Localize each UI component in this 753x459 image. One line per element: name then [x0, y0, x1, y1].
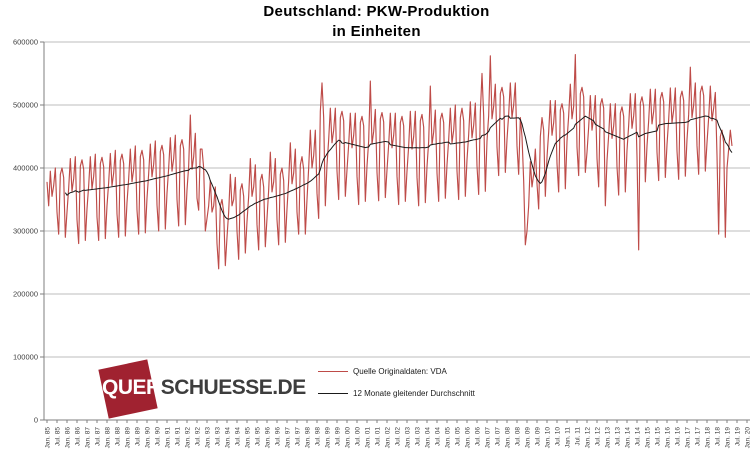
- chart-legend: Quelle Originaldaten: VDA 12 Monate glei…: [318, 367, 475, 398]
- x-axis-label: Jul. 00: [354, 427, 361, 447]
- logo-text-schuesse: SCHUESSE.DE: [160, 376, 307, 399]
- series-line-moving-average: [64, 115, 733, 220]
- x-axis-label: Jan. 09: [524, 427, 531, 449]
- x-axis-label: Jul. 11: [574, 427, 581, 446]
- x-axis-label: Jul. 96: [274, 427, 281, 447]
- x-axis-label: Jan. 94: [224, 427, 231, 449]
- x-axis-label: Jan. 07: [484, 427, 491, 449]
- x-axis-label: Jul. 87: [94, 427, 101, 447]
- x-axis-label: Jan. 13: [604, 427, 611, 449]
- x-axis-label: Jul. 16: [674, 427, 681, 447]
- x-axis-label: Jan. 99: [324, 427, 331, 449]
- x-axis-label: Jul. 02: [394, 427, 401, 447]
- x-axis-label: Jan. 18: [704, 427, 711, 449]
- x-axis-label: Jan. 06: [464, 427, 471, 449]
- x-axis-label: Jan. 88: [104, 427, 111, 449]
- x-axis-label: Jul. 06: [474, 427, 481, 447]
- x-axis-label: Jan. 20: [744, 427, 751, 449]
- x-axis-label: Jan. 91: [164, 427, 171, 449]
- y-axis-label: 100000: [13, 353, 38, 362]
- x-axis-label: Jul. 86: [74, 427, 81, 447]
- x-axis-label: Jan. 86: [64, 427, 71, 449]
- x-axis-label: Jul. 10: [554, 427, 561, 447]
- legend-row-average: 12 Monate gleitender Durchschnitt: [318, 389, 475, 398]
- x-axis-label: Jul. 04: [434, 427, 441, 447]
- x-axis-label: Jan. 87: [84, 427, 91, 449]
- x-axis-label: Jan. 90: [144, 427, 151, 449]
- x-axis-label: Jul. 12: [594, 427, 601, 447]
- x-axis-label: Jan. 00: [344, 427, 351, 449]
- y-axis-label: 500000: [13, 101, 38, 110]
- x-axis-label: Jul. 14: [634, 427, 641, 447]
- x-axis-label: Jan. 15: [644, 427, 651, 449]
- x-axis-label: Jan. 95: [244, 427, 251, 449]
- x-axis-label: Jul. 05: [454, 427, 461, 447]
- x-axis-label: Jul. 15: [654, 427, 661, 447]
- logo-text: QUERSCHUESSE.DE: [102, 376, 306, 400]
- y-axis-label: 300000: [13, 227, 38, 236]
- x-axis-label: Jan. 11: [564, 427, 571, 448]
- x-axis-label: Jan. 97: [284, 427, 291, 449]
- x-axis-label: Jul. 07: [494, 427, 501, 447]
- logo-text-quer: QUER: [102, 376, 161, 399]
- x-axis-label: Jul. 13: [614, 427, 621, 447]
- x-axis-label: Jul. 03: [414, 427, 421, 447]
- x-axis-label: Jul. 09: [534, 427, 541, 447]
- legend-line-original-icon: [318, 371, 348, 372]
- y-axis-label: 600000: [13, 38, 38, 47]
- x-axis-label: Jan. 08: [504, 427, 511, 449]
- x-axis-label: Jul. 91: [174, 427, 181, 447]
- x-axis-label: Jan. 16: [664, 427, 671, 449]
- x-axis-label: Jul. 90: [154, 427, 161, 447]
- x-axis-label: Jul. 93: [214, 427, 221, 447]
- y-axis-label: 0: [34, 416, 38, 425]
- x-axis-label: Jan. 12: [584, 427, 591, 449]
- x-axis-label: Jul. 01: [374, 427, 381, 447]
- x-axis-label: Jul. 17: [694, 427, 701, 447]
- y-axis-label: 400000: [13, 164, 38, 173]
- x-axis-label: Jul. 88: [114, 427, 121, 447]
- x-axis-label: Jan. 05: [444, 427, 451, 449]
- x-axis-label: Jul. 19: [734, 427, 741, 447]
- x-axis-label: Jul. 89: [134, 427, 141, 447]
- legend-label-original: Quelle Originaldaten: VDA: [353, 367, 447, 376]
- x-axis-label: Jul. 95: [254, 427, 261, 447]
- x-axis-label: Jul. 97: [294, 427, 301, 447]
- x-axis-label: Jan. 19: [724, 427, 731, 449]
- x-axis-label: Jan. 02: [384, 427, 391, 449]
- x-axis-label: Jan. 96: [264, 427, 271, 449]
- x-axis-label: Jan. 89: [124, 427, 131, 449]
- legend-row-original: Quelle Originaldaten: VDA: [318, 367, 475, 376]
- x-axis-label: Jul. 94: [234, 427, 241, 447]
- x-axis-label: Jan. 92: [184, 427, 191, 449]
- x-axis-label: Jan. 01: [364, 427, 371, 449]
- x-axis-label: Jul. 18: [714, 427, 721, 447]
- x-axis-label: Jan. 17: [684, 427, 691, 449]
- y-axis-label: 200000: [13, 290, 38, 299]
- chart-title: Deutschland: PKW-Produktion: [263, 3, 490, 20]
- x-axis-label: Jul. 92: [194, 427, 201, 447]
- chart-subtitle: in Einheiten: [332, 23, 421, 40]
- x-axis-label: Jul. 85: [54, 427, 61, 447]
- x-axis-label: Jan. 85: [44, 427, 51, 449]
- legend-label-average: 12 Monate gleitender Durchschnitt: [353, 389, 475, 398]
- series-line-original: [46, 54, 733, 270]
- x-axis-label: Jul. 08: [514, 427, 521, 447]
- x-axis-label: Jan. 03: [404, 427, 411, 449]
- x-axis-label: Jan. 14: [624, 427, 631, 449]
- x-axis-label: Jan. 04: [424, 427, 431, 449]
- x-axis-label: Jul. 99: [334, 427, 341, 447]
- querschuesse-logo: QUERSCHUESSE.DE: [96, 358, 326, 419]
- x-axis-label: Jul. 98: [314, 427, 321, 447]
- legend-line-average-icon: [318, 393, 348, 394]
- x-axis-label: Jan. 10: [544, 427, 551, 449]
- x-axis-label: Jan. 98: [304, 427, 311, 449]
- x-axis-label: Jan. 93: [204, 427, 211, 449]
